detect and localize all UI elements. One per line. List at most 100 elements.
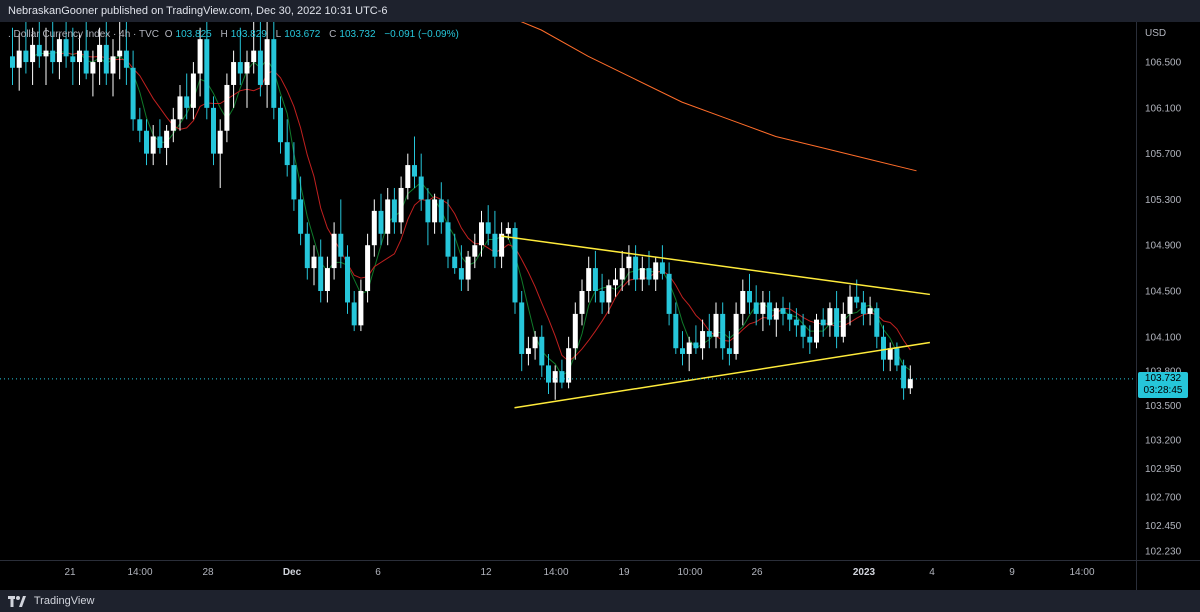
candle xyxy=(130,50,136,131)
price-axis[interactable]: USD 106.500 106.100 105.700 105.300 104.900 10… xyxy=(1145,28,1182,557)
candle-body xyxy=(860,302,866,314)
candle xyxy=(566,336,572,389)
time-tick-label: 14:00 xyxy=(1069,567,1094,578)
candle xyxy=(787,302,793,332)
price-tick-label: 103.500 xyxy=(1145,401,1182,412)
candle-body xyxy=(894,348,900,366)
candle xyxy=(626,245,632,286)
candle-body xyxy=(432,199,438,223)
candle xyxy=(391,187,397,234)
candle-body xyxy=(572,313,578,349)
candle xyxy=(907,365,913,395)
candle xyxy=(613,268,618,297)
candle-body xyxy=(901,365,907,389)
price-tick-label: 104.900 xyxy=(1145,241,1182,252)
candle-body xyxy=(177,96,183,120)
candle-body xyxy=(23,50,29,63)
candle-body xyxy=(418,176,424,200)
candle xyxy=(887,342,893,372)
candle xyxy=(110,39,116,97)
candle-body xyxy=(170,119,176,131)
candle xyxy=(479,210,484,257)
candle-body xyxy=(693,342,699,349)
candle xyxy=(36,22,42,68)
candle-body xyxy=(16,50,22,68)
candle-body xyxy=(747,291,752,303)
candle xyxy=(405,153,411,200)
candle-body xyxy=(546,365,551,383)
candle xyxy=(211,96,216,166)
candle-body xyxy=(619,268,625,280)
candle-body xyxy=(197,39,203,74)
candle-body xyxy=(827,308,833,326)
candle-body xyxy=(700,331,706,349)
legend-symbol: . Dollar Currency Index · 4h · TVC xyxy=(8,29,159,40)
price-chart[interactable]: USD 106.500 106.100 105.700 105.300 104.900 10… xyxy=(0,22,1200,590)
candle xyxy=(700,319,706,360)
candle xyxy=(767,291,773,326)
candle xyxy=(257,22,263,97)
candle xyxy=(653,256,659,291)
legend-close: 103.732 xyxy=(339,29,376,40)
candle xyxy=(298,176,304,246)
time-tick-label: 6 xyxy=(375,567,381,578)
candle xyxy=(733,302,739,360)
candle-body xyxy=(318,256,324,291)
candle xyxy=(532,331,538,360)
time-axis[interactable]: 21 14:00 28 Dec 6 12 14:00 19 10:00 26 2023 4 9 14:00 xyxy=(64,567,1095,578)
candle xyxy=(539,325,545,377)
candle-body xyxy=(606,285,612,303)
candle xyxy=(559,359,565,389)
candle-body xyxy=(150,136,156,154)
candle-body xyxy=(465,256,471,280)
candle xyxy=(63,22,69,68)
candle-body xyxy=(351,302,357,326)
candle-body xyxy=(10,56,15,68)
candle-body xyxy=(298,199,304,234)
candle-body xyxy=(780,308,786,314)
bar-countdown: 03:28:45 xyxy=(1143,385,1183,396)
legend-open-key: O xyxy=(164,29,173,40)
candle xyxy=(137,107,143,143)
candle-body xyxy=(445,222,451,257)
candle xyxy=(686,336,692,372)
candle-body xyxy=(385,199,391,234)
price-tick-label: 102.230 xyxy=(1145,546,1182,557)
candle xyxy=(820,308,826,337)
candle-body xyxy=(753,302,759,314)
candle xyxy=(23,22,29,74)
candle-body xyxy=(284,142,290,166)
candle-body xyxy=(854,296,860,303)
candle-body xyxy=(559,371,565,383)
candle-body xyxy=(30,44,36,63)
price-tick-label: 105.700 xyxy=(1145,149,1182,160)
candle-body xyxy=(130,67,136,120)
candle xyxy=(519,291,525,372)
candle-body xyxy=(552,371,558,383)
candle-body xyxy=(867,308,873,314)
candle xyxy=(345,245,350,314)
candle-body xyxy=(726,348,732,354)
candle xyxy=(217,119,223,188)
candle xyxy=(780,296,786,326)
candle-body xyxy=(63,39,69,57)
candle xyxy=(56,33,62,80)
legend-high-key: H xyxy=(220,29,228,40)
candle xyxy=(452,233,458,274)
candle xyxy=(170,107,176,143)
candle-body xyxy=(720,313,726,349)
moving-averages xyxy=(32,22,917,377)
candle xyxy=(659,245,665,280)
candle-body xyxy=(566,348,572,383)
candle-body xyxy=(840,313,846,337)
price-tick-label: 104.100 xyxy=(1145,332,1182,343)
candle-body xyxy=(633,256,639,280)
grid xyxy=(0,22,1200,590)
candle xyxy=(398,176,404,234)
time-tick-label: 14:00 xyxy=(127,567,152,578)
candle-body xyxy=(405,165,411,188)
candle-body xyxy=(592,268,598,291)
candle-body xyxy=(519,302,525,354)
candle xyxy=(706,313,712,349)
price-tick-label: 102.700 xyxy=(1145,493,1182,504)
